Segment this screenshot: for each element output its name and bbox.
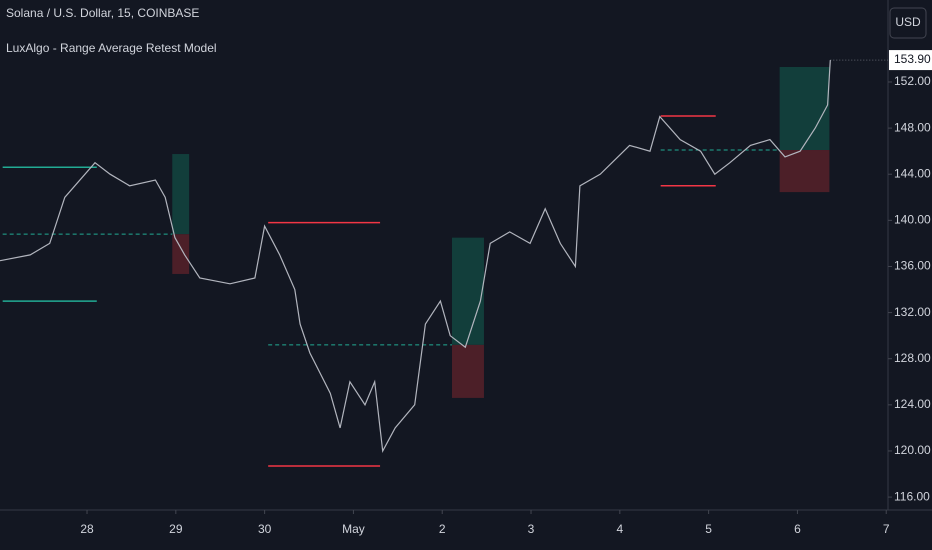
- x-tick-label: 5: [705, 522, 712, 536]
- plot-area: [0, 60, 831, 467]
- x-tick-label: 28: [80, 522, 94, 536]
- x-tick-label: 7: [883, 522, 890, 536]
- y-tick-label: 120.00: [894, 443, 931, 457]
- retest-box: [451, 344, 484, 398]
- x-tick-label: 30: [258, 522, 272, 536]
- indicator-title: LuxAlgo - Range Average Retest Model: [6, 41, 217, 55]
- x-tick-label: 3: [528, 522, 535, 536]
- y-tick-label: 140.00: [894, 213, 931, 227]
- x-tick-label: 6: [794, 522, 801, 536]
- x-tick-label: 4: [616, 522, 623, 536]
- y-tick-label: 116.00: [894, 489, 930, 503]
- y-tick-label: 136.00: [894, 259, 931, 273]
- last-price-badge: [889, 50, 932, 71]
- y-tick-label: 152.00: [894, 74, 931, 88]
- y-tick-label: 144.00: [894, 166, 931, 180]
- retest-box: [779, 150, 830, 193]
- retest-box: [451, 237, 484, 345]
- price-line: [0, 60, 831, 453]
- retest-box: [779, 66, 830, 151]
- currency-label[interactable]: USD: [895, 15, 921, 29]
- retest-box: [172, 234, 190, 274]
- last-price-label: 153.90: [894, 52, 931, 66]
- x-tick-label: 29: [169, 522, 183, 536]
- x-tick-label: 2: [439, 522, 446, 536]
- y-tick-label: 148.00: [894, 120, 931, 134]
- x-tick-label: May: [342, 522, 365, 536]
- chart-title: Solana / U.S. Dollar, 15, COINBASE: [6, 6, 199, 20]
- y-tick-label: 132.00: [894, 305, 931, 319]
- currency-button[interactable]: [889, 7, 927, 39]
- retest-box: [172, 154, 190, 235]
- y-tick-label: 124.00: [894, 397, 931, 411]
- y-tick-label: 128.00: [894, 351, 931, 365]
